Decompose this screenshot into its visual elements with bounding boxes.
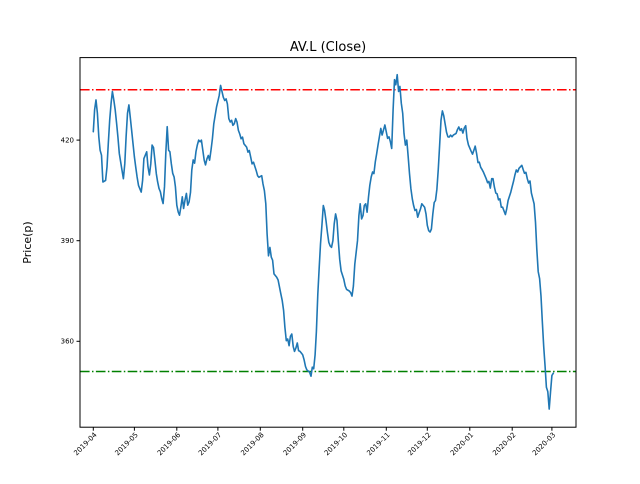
y-axis-ticks: 360 390 420 — [61, 137, 80, 346]
hlines-group — [80, 89, 576, 373]
plot-area-border — [79, 57, 577, 428]
y-tick-label: 390 — [61, 237, 74, 245]
chart-title: AV.L (Close) — [290, 40, 366, 55]
y-axis-label: Price(p) — [21, 221, 34, 263]
close-price-line — [92, 73, 555, 410]
y-tick-label: 420 — [61, 137, 74, 145]
y-tick-label: 360 — [61, 338, 74, 346]
